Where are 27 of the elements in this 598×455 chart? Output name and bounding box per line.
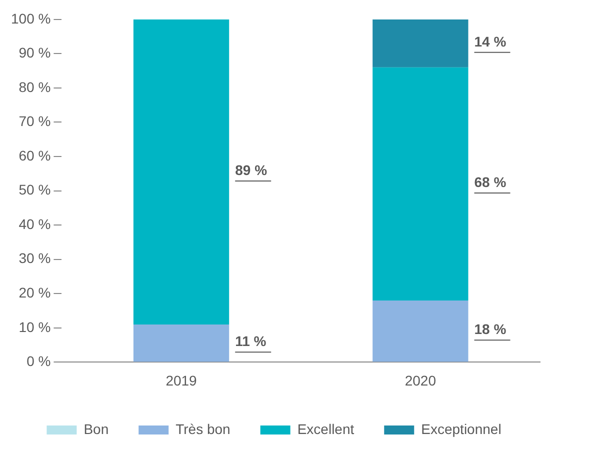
- legend-label: Bon: [84, 420, 109, 437]
- bar: [372, 300, 468, 362]
- bar: [133, 324, 230, 362]
- data-label: 89 %: [235, 162, 268, 178]
- bar: [133, 19, 230, 324]
- x-tick-label: 2020: [404, 372, 436, 388]
- y-tick-label: 90 %: [18, 44, 51, 61]
- y-tick-label: 10 %: [18, 318, 51, 335]
- data-label: 18 %: [474, 320, 507, 337]
- y-tick-label: 40 %: [18, 216, 51, 232]
- bar: [372, 19, 468, 68]
- legend-label: Très bon: [176, 420, 230, 437]
- bar: [372, 67, 468, 300]
- y-tick-label: 100 %: [10, 10, 51, 26]
- y-tick-label: 0 %: [26, 353, 51, 370]
- y-tick-label: 50 %: [18, 182, 51, 198]
- y-tick-label: 70 %: [18, 113, 51, 130]
- y-tick-label: 20 %: [18, 284, 51, 300]
- y-tick-label: 80 %: [18, 78, 51, 95]
- data-label: 68 %: [474, 174, 507, 190]
- data-label: 14 %: [474, 33, 507, 50]
- data-label: 11 %: [235, 332, 267, 349]
- y-tick-label: 30 %: [18, 250, 51, 266]
- legend-label: Excellent: [297, 420, 354, 437]
- y-tick-label: 60 %: [18, 147, 51, 164]
- legend-label: Exceptionnel: [421, 420, 502, 437]
- x-tick-label: 2019: [166, 372, 198, 388]
